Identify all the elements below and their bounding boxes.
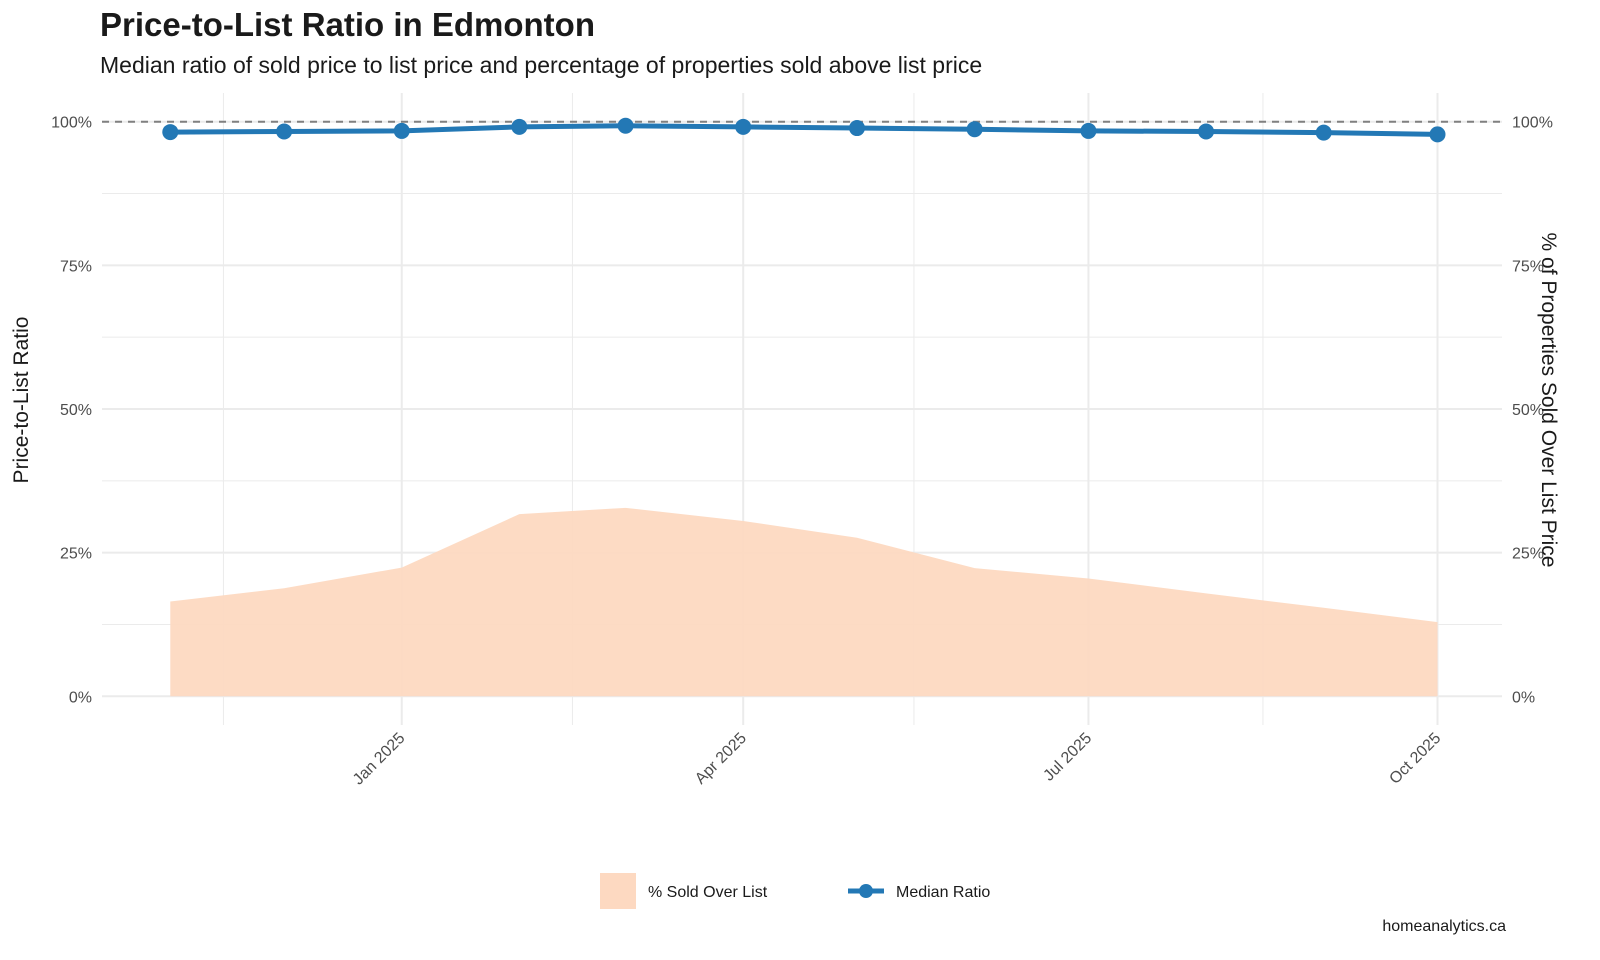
median-ratio-point — [276, 123, 293, 140]
y-axis-title-left: Price-to-List Ratio — [10, 317, 33, 484]
median-ratio-point — [1198, 123, 1215, 140]
legend-swatch-area — [600, 873, 636, 909]
x-tick-label: Jul 2025 — [1040, 730, 1095, 785]
legend: % Sold Over List Median Ratio — [600, 873, 990, 909]
median-ratio-point — [966, 121, 983, 138]
area-series-sold-over-list — [170, 507, 1438, 697]
x-tick-label: Apr 2025 — [692, 730, 750, 788]
median-ratio-line — [170, 123, 1438, 137]
median-ratio-point — [162, 124, 179, 141]
chart-title: Price-to-List Ratio in Edmonton — [100, 6, 595, 43]
median-ratio-point — [1429, 126, 1446, 143]
legend-label-median-ratio: Median Ratio — [896, 884, 990, 901]
median-ratio-point — [1080, 122, 1097, 139]
y-tick-label-left: 75% — [60, 258, 92, 275]
y-tick-label-right: 100% — [1512, 115, 1553, 132]
x-tick-label: Jan 2025 — [350, 730, 409, 789]
legend-label-sold-over-list: % Sold Over List — [648, 884, 768, 901]
median-ratio-point — [735, 118, 752, 135]
y-tick-label-right: 50% — [1512, 402, 1544, 419]
legend-swatch-dot — [859, 884, 873, 898]
y-tick-label-right: 0% — [1512, 689, 1535, 706]
median-ratio-point — [1315, 124, 1332, 141]
y-tick-label-left: 100% — [51, 115, 92, 132]
median-ratio-point — [617, 117, 634, 134]
median-ratio-point — [511, 118, 528, 135]
y-tick-label-left: 25% — [60, 546, 92, 563]
median-ratio-point — [849, 120, 866, 137]
y-tick-label-left: 0% — [69, 689, 92, 706]
y-axis-title-right: % of Properties Sold Over List Price — [1537, 233, 1560, 568]
median-ratio-point — [393, 122, 410, 139]
source-caption: homeanalytics.ca — [1382, 918, 1506, 935]
area-fill-sold-over-list — [170, 507, 1438, 697]
x-tick-label: Oct 2025 — [1386, 730, 1444, 788]
y-tick-label-left: 50% — [60, 402, 92, 419]
y-tick-label-right: 75% — [1512, 258, 1544, 275]
y-tick-label-right: 25% — [1512, 546, 1544, 563]
line-series-median-ratio — [162, 117, 1446, 143]
chart-subtitle: Median ratio of sold price to list price… — [100, 52, 983, 78]
